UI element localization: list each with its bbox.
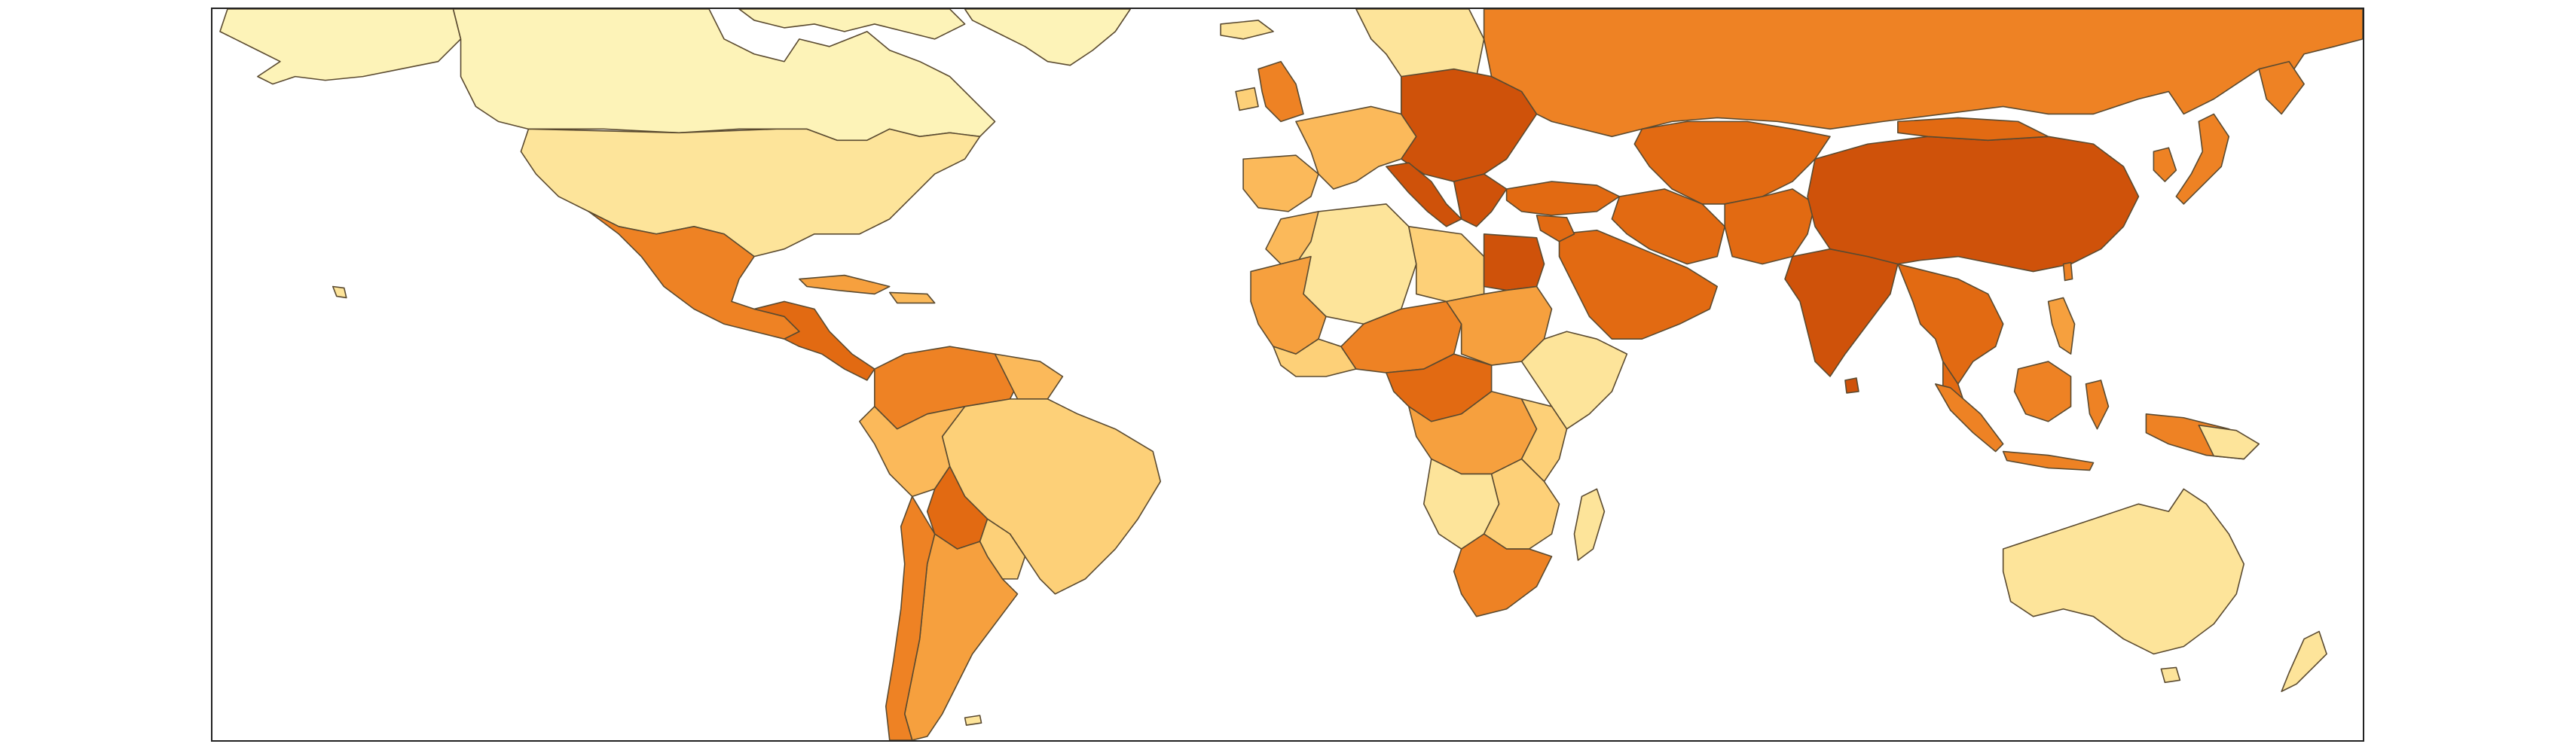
region-sumatra (1934, 383, 2004, 453)
region-east-africa (1520, 398, 1568, 483)
region-southeast-asia (1897, 263, 2004, 385)
region-libya (1407, 226, 1485, 303)
region-zambia-mozambique (1483, 458, 1560, 550)
world-map (219, 9, 2363, 740)
region-tasmania (2160, 666, 2181, 684)
region-madagascar (1573, 488, 1606, 561)
region-iceland (1220, 20, 1274, 40)
region-central-asia (1633, 120, 1831, 205)
region-caucasus-iran (1611, 188, 1725, 265)
region-philippines (2047, 297, 2076, 355)
region-central-america (753, 300, 875, 381)
region-papua-new-guinea (2198, 424, 2260, 460)
region-afghanistan-pakistan (1724, 188, 1816, 265)
region-mongolia (1897, 117, 2049, 142)
region-falklands (964, 715, 982, 726)
region-hispaniola (888, 291, 936, 304)
map-frame (211, 8, 2364, 742)
region-hawaii (332, 285, 347, 299)
region-turkey (1505, 181, 1621, 216)
region-sri-lanka (1844, 377, 1859, 394)
region-australia (2002, 488, 2245, 655)
region-arabian-peninsula (1558, 229, 1718, 340)
region-canada-islands (738, 9, 966, 40)
region-south-africa (1453, 533, 1553, 617)
region-korea (2153, 147, 2177, 182)
region-cuba (799, 274, 891, 295)
region-iberia (1242, 154, 1319, 212)
region-japan (2175, 113, 2230, 205)
region-uk (1257, 60, 1304, 123)
region-kamchatka (2258, 60, 2305, 115)
region-russia (1483, 9, 2363, 138)
region-borneo (2013, 361, 2072, 422)
region-usa (520, 128, 981, 258)
region-india (1784, 248, 1899, 377)
region-ireland (1235, 87, 1259, 111)
region-greenland (964, 9, 1132, 66)
region-ethiopia-somalia (1520, 331, 1628, 430)
region-levant (1536, 215, 1575, 242)
region-taiwan (2062, 261, 2073, 282)
region-china (1807, 136, 2140, 273)
region-sulawesi (2085, 380, 2110, 430)
region-new-zealand (2281, 630, 2327, 693)
region-java (2002, 450, 2095, 471)
region-western-europe (1295, 105, 1417, 190)
region-egypt (1483, 233, 1545, 291)
region-greece-turkey-west (1453, 173, 1508, 227)
region-alaska (219, 9, 462, 85)
region-chile (885, 495, 936, 740)
